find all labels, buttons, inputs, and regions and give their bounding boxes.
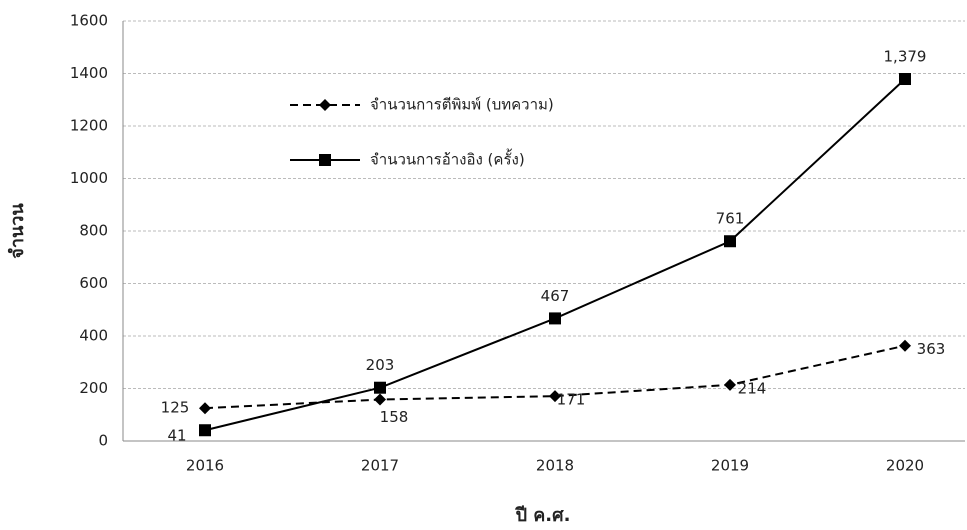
legend-marker xyxy=(319,99,331,111)
y-tick-label: 0 xyxy=(98,432,108,450)
series-line xyxy=(204,78,906,432)
marker xyxy=(899,339,911,352)
y-tick-label: 400 xyxy=(79,327,108,345)
y-tick-label: 1000 xyxy=(70,169,108,187)
data-label: 761 xyxy=(716,210,745,228)
x-tick-label: 2018 xyxy=(536,457,574,475)
data-label: 203 xyxy=(366,356,395,374)
data-label: 1,379 xyxy=(884,48,927,66)
series-line xyxy=(204,344,906,410)
legend-label: จำนวนการตีพิมพ์ (บทความ) xyxy=(370,96,554,114)
marker xyxy=(199,424,211,437)
marker xyxy=(199,402,211,415)
y-axis-title: จำนวน xyxy=(7,203,28,259)
marker xyxy=(374,381,386,394)
y-tick-label: 1600 xyxy=(70,12,108,30)
marker xyxy=(724,235,736,248)
x-tick-label: 2020 xyxy=(886,457,924,475)
legend-label: จำนวนการอ้างอิง (ครั้ง) xyxy=(370,149,525,169)
x-tick-label: 2016 xyxy=(186,457,224,475)
y-tick-label: 200 xyxy=(79,379,108,397)
data-label: 125 xyxy=(161,399,190,417)
data-label: 158 xyxy=(380,408,409,426)
x-tick-label: 2019 xyxy=(711,457,749,475)
data-label: 41 xyxy=(167,427,186,445)
y-tick-label: 1400 xyxy=(70,64,108,82)
y-tick-label: 600 xyxy=(79,274,108,292)
x-axis-title: ปี ค.ศ. xyxy=(514,505,570,526)
marker xyxy=(724,378,736,391)
marker xyxy=(374,393,386,406)
data-label: 214 xyxy=(738,379,767,397)
data-label: 171 xyxy=(557,391,586,409)
marker xyxy=(549,390,561,403)
marker xyxy=(899,73,911,86)
marker xyxy=(549,312,561,325)
x-tick-label: 2017 xyxy=(361,457,399,475)
data-label: 363 xyxy=(917,340,946,358)
y-tick-label: 1200 xyxy=(70,117,108,135)
data-label: 467 xyxy=(541,287,570,305)
legend-marker xyxy=(319,154,331,166)
y-tick-label: 800 xyxy=(79,222,108,240)
